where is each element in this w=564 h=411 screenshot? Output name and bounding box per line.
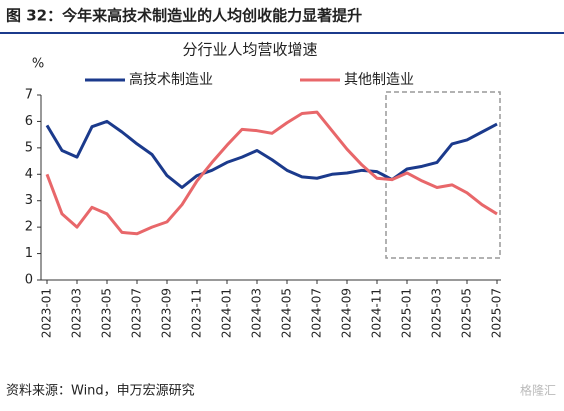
x-tick-label: 2024-07 xyxy=(310,288,324,338)
y-tick-label: 2 xyxy=(25,220,33,235)
figure-title: 图 32：今年来高技术制造业的人均创收能力显著提升 xyxy=(6,7,362,25)
x-tick-label: 2025-07 xyxy=(490,288,504,338)
legend-label: 高技术制造业 xyxy=(129,71,213,88)
x-tick-label: 2023-11 xyxy=(190,288,204,338)
y-tick-label: 3 xyxy=(25,193,33,208)
x-tick-label: 2024-03 xyxy=(250,288,264,338)
y-tick-label: 6 xyxy=(25,114,33,129)
y-unit: % xyxy=(32,57,44,72)
y-tick-label: 0 xyxy=(25,273,33,288)
x-tick-label: 2025-01 xyxy=(400,288,414,338)
watermark: 格隆汇 xyxy=(520,383,556,398)
source: 资料来源：Wind，申万宏源研究 xyxy=(6,384,195,399)
x-tick-label: 2025-03 xyxy=(430,288,444,338)
y-tick-label: 1 xyxy=(25,246,33,261)
x-tick-label: 2023-09 xyxy=(160,288,174,338)
x-tick-label: 2023-01 xyxy=(40,288,54,338)
y-tick-label: 4 xyxy=(25,167,33,182)
x-tick-label: 2024-05 xyxy=(280,288,294,338)
y-tick-label: 5 xyxy=(25,140,33,155)
x-tick-label: 2025-05 xyxy=(460,288,474,338)
x-tick-label: 2024-09 xyxy=(340,288,354,338)
x-tick-label: 2024-01 xyxy=(220,288,234,338)
series-line xyxy=(45,119,498,189)
x-tick-label: 2023-07 xyxy=(130,288,144,338)
legend-label: 其他制造业 xyxy=(344,72,414,88)
y-tick-label: 7 xyxy=(25,88,33,103)
x-tick-label: 2023-03 xyxy=(70,288,84,338)
x-tick-label: 2023-05 xyxy=(100,288,114,338)
chart-title: 分行业人均营收增速 xyxy=(182,41,317,59)
x-tick-label: 2024-11 xyxy=(370,288,384,338)
series-line xyxy=(45,110,498,236)
